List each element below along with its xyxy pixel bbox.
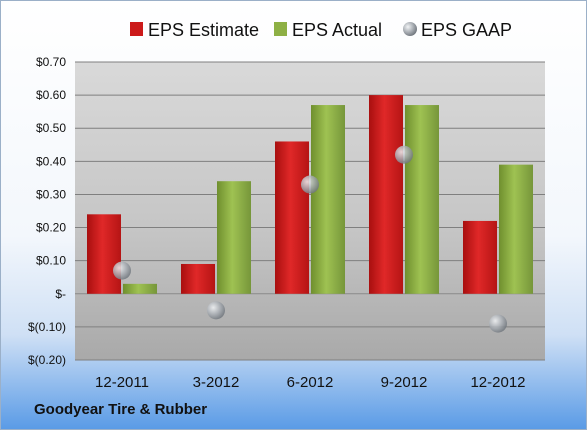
eps-estimate-bar (463, 220, 497, 294)
y-tick-label: $0.20 (36, 221, 66, 235)
y-tick-label: $0.60 (36, 88, 66, 102)
legend-label: EPS GAAP (421, 20, 512, 40)
y-axis: $0.70 $0.60 $0.50 $0.40 $0.30 $0.20 $0.10 $- $(0… (28, 55, 66, 367)
plot-area (75, 62, 545, 360)
x-category-label: 6-2012 (287, 374, 334, 391)
x-axis: 12-2011 3-2012 6-2012 9-2012 12-2012 (95, 374, 526, 391)
legend-estimate-swatch (130, 22, 143, 36)
eps-gaap-bubble (301, 175, 319, 194)
legend: EPS Estimate EPS Actual EPS GAAP (130, 20, 512, 40)
y-tick-label: $(0.10) (28, 320, 66, 334)
eps-estimate-bar (87, 214, 121, 294)
legend-label: EPS Estimate (148, 20, 259, 40)
x-category-label: 9-2012 (381, 374, 428, 391)
x-category-label: 3-2012 (193, 374, 240, 391)
eps-actual-bar (405, 105, 439, 294)
eps-gaap-bubble (207, 301, 225, 320)
legend-label: EPS Actual (292, 20, 382, 40)
eps-actual-bar (311, 105, 345, 294)
eps-estimate-bar (275, 141, 309, 294)
eps-gaap-bubble (113, 261, 131, 280)
eps-gaap-bubble (489, 314, 507, 333)
y-tick-label: $0.30 (36, 187, 66, 201)
y-tick-label: $0.10 (36, 254, 66, 268)
footer-label: Goodyear Tire & Rubber (34, 401, 208, 418)
y-tick-label: $0.40 (36, 154, 66, 168)
y-tick-label: $0.70 (36, 55, 66, 69)
eps-actual-bar (217, 181, 251, 294)
bars (87, 95, 533, 294)
x-category-label: 12-2012 (470, 374, 525, 391)
eps-actual-bar (123, 283, 157, 294)
legend-actual-swatch (274, 22, 287, 36)
eps-actual-bar (499, 164, 533, 294)
bubbles (113, 145, 507, 333)
y-tick-label: $0.50 (36, 121, 66, 135)
eps-gaap-bubble (395, 145, 413, 164)
gridlines (75, 61, 545, 361)
y-tick-label: $(0.20) (28, 353, 66, 367)
eps-estimate-bar (181, 263, 215, 294)
eps-estimate-bar (369, 95, 403, 294)
y-tick-label: $- (55, 287, 66, 301)
legend-gaap-swatch (403, 22, 417, 36)
x-category-label: 12-2011 (95, 374, 149, 391)
